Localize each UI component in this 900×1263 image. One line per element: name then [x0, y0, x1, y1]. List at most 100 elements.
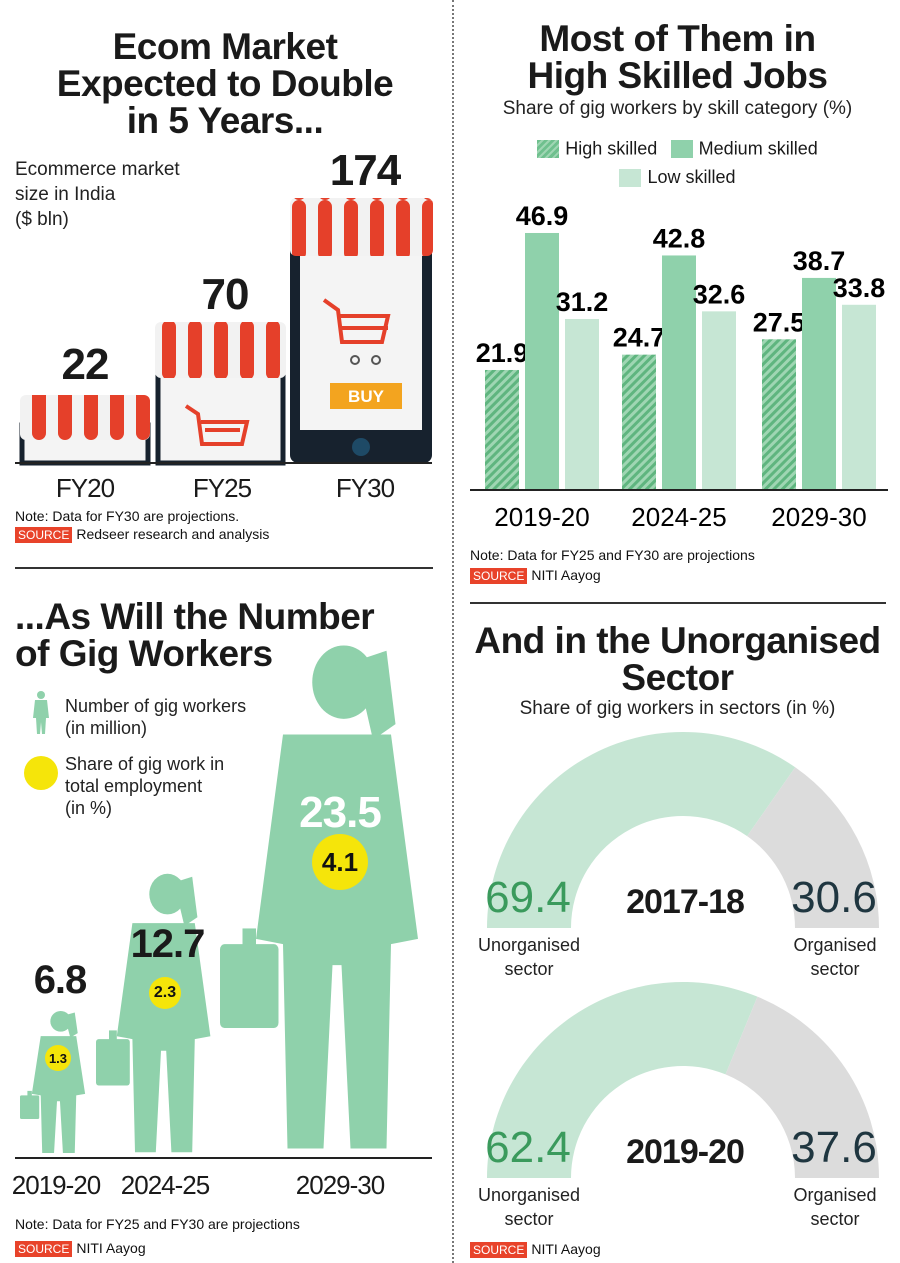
legend-share: Share of gig work in total employment (in …: [65, 753, 224, 819]
note: Note: Data for FY25 and FY30 are project…: [15, 1216, 300, 1232]
year-label: 2019-20: [626, 1133, 745, 1171]
organised-label: Organised sector: [780, 933, 890, 981]
organised-value: 30.6: [791, 873, 877, 922]
legend-item-low: Low skilled: [455, 167, 900, 188]
legend-line: (in million): [65, 718, 148, 738]
source-tag: SOURCE: [470, 1242, 528, 1258]
bar-value-label: 46.9: [516, 201, 569, 231]
legend-line: total employment: [65, 776, 203, 796]
arc-organised: [725, 996, 879, 1178]
share-badge: 2.3: [149, 977, 181, 1009]
phone-fy30: BUY: [290, 198, 433, 463]
buy-button-graphic: [330, 383, 402, 409]
subtitle-line: size in India: [15, 184, 116, 205]
bar-value-label: 38.7: [793, 246, 846, 276]
legend-swatch: [619, 168, 642, 187]
note: Note: Data for FY25 and FY30 are project…: [470, 547, 755, 563]
unorganised-label: Unorganised sector: [468, 933, 590, 981]
source-text: Redseer research and analysis: [76, 526, 270, 542]
cart-icon: [184, 404, 250, 446]
category-label: 2024-25: [120, 1170, 210, 1200]
bar-medium-skilled: [525, 232, 559, 490]
section-divider: [15, 567, 433, 569]
label-line: Unorganised: [477, 935, 581, 955]
bar-value-label: 32.6: [693, 279, 746, 309]
bar-value-label: 24.7: [613, 323, 666, 353]
legend-line: Number of gig workers: [65, 696, 247, 716]
source-text: NITI Aayog: [531, 567, 601, 583]
label-line: sector: [504, 959, 554, 979]
note: Note: Data for FY30 are projections.: [15, 508, 240, 524]
category-label: 2019-20: [494, 502, 589, 532]
yellow-circle-icon: [24, 756, 58, 790]
ecom-shops-chart: BUY: [15, 198, 433, 466]
title-line: of Gig Workers: [15, 633, 273, 674]
title-line: High Skilled Jobs: [527, 55, 828, 96]
workers-label: 12.7: [130, 922, 206, 966]
unorganised-label: Unorganised sector: [468, 1183, 590, 1231]
skills-title: Most of Them in High Skilled Jobs: [455, 20, 900, 94]
sector-subtitle: Share of gig workers in sectors (in %): [519, 698, 836, 719]
value-label-fy25: 70: [201, 270, 250, 319]
title-line: Most of Them in: [539, 18, 816, 59]
bar-medium-skilled: [802, 277, 836, 490]
sector-gauges: [487, 732, 879, 1178]
source-line: SOURCE NITI Aayog: [470, 567, 601, 584]
bar-high-skilled: [762, 339, 796, 490]
person-icon: [33, 691, 49, 734]
legend-item-medium: Medium skilled: [670, 138, 818, 158]
legend-label: Medium skilled: [698, 138, 818, 158]
title-line: ...As Will the Number: [15, 596, 375, 637]
year-label: 2017-18: [626, 883, 745, 921]
bar-medium-skilled: [662, 255, 696, 490]
share-badge: 1.3: [45, 1045, 71, 1071]
share-badge: 4.1: [312, 834, 368, 890]
skills-subtitle: Share of gig workers by skill category (…: [502, 98, 853, 119]
legend-swatch: [537, 139, 560, 158]
bar-value-label: 42.8: [653, 223, 706, 253]
bar-low-skilled: [702, 311, 736, 490]
label-line: Unorganised: [477, 1185, 581, 1205]
person-2024-25: [96, 873, 211, 1153]
legend-line: (in %): [65, 798, 113, 818]
category-label: FY20: [55, 473, 115, 503]
section-divider: [470, 602, 886, 604]
legend-label: Low skilled: [647, 167, 736, 187]
category-label: FY25: [192, 473, 252, 503]
source-tag: SOURCE: [470, 568, 528, 584]
buy-label: BUY: [348, 387, 385, 406]
person-2029-30: [220, 645, 418, 1149]
category-label: 2024-25: [631, 502, 726, 532]
bar-low-skilled: [842, 304, 876, 490]
bar-value-label: 21.9: [476, 338, 529, 368]
legend-swatch: [670, 139, 693, 158]
bar-high-skilled: [485, 369, 519, 490]
source-line: SOURCE NITI Aayog: [470, 1241, 601, 1258]
source-tag: SOURCE: [15, 527, 73, 543]
category-label: 2029-30: [295, 1170, 385, 1200]
bar-high-skilled: [622, 354, 656, 490]
legend-item-high: High skilled: [537, 138, 658, 158]
legend-label: High skilled: [565, 138, 658, 158]
sector-title: And in the Unorganised Sector: [455, 622, 900, 696]
subtitle-line: ($ bln): [15, 209, 69, 230]
bar-value-label: 27.5: [753, 307, 806, 337]
label-line: sector: [504, 1209, 554, 1229]
value-label-fy20: 22: [61, 340, 110, 389]
title-line: Expected to Double: [56, 63, 394, 104]
gig-title: ...As Will the Number of Gig Workers: [15, 596, 375, 674]
label-line: sector: [810, 1209, 860, 1229]
source-text: NITI Aayog: [76, 1240, 146, 1256]
bar-low-skilled: [565, 319, 599, 490]
workers-label: 23.5: [299, 788, 382, 837]
legend: High skilled Medium skilled Low skilled: [455, 138, 900, 188]
workers-label: 6.8: [33, 958, 88, 1002]
unorganised-value: 62.4: [485, 1123, 571, 1172]
ecom-subtitle: Ecommerce market size in India ($ bln): [15, 157, 180, 232]
organised-label: Organised sector: [780, 1183, 890, 1231]
shop-fy20: [19, 395, 151, 466]
cart-icon: [322, 298, 391, 344]
bar-value-label: 33.8: [833, 273, 886, 303]
value-label-fy30: 174: [329, 146, 401, 195]
person-2019-20: [20, 1010, 86, 1154]
